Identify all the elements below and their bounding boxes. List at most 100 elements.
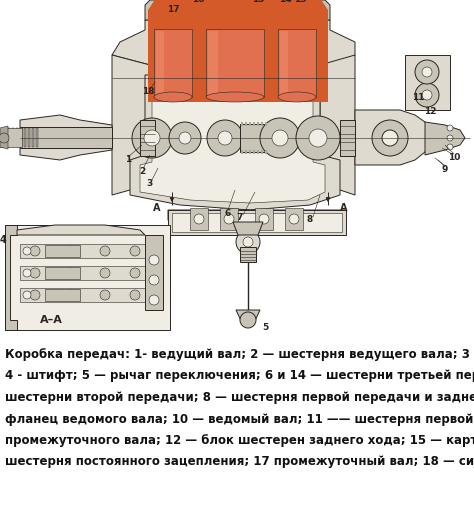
Circle shape [23, 291, 31, 299]
Polygon shape [112, 20, 355, 72]
Circle shape [65, 290, 75, 300]
Bar [249, 150, 251, 154]
Bar [36, 128, 38, 147]
Text: 18: 18 [142, 87, 154, 96]
Circle shape [194, 214, 204, 224]
Text: 16: 16 [192, 0, 204, 5]
Polygon shape [168, 210, 345, 228]
Bar [340, 120, 355, 156]
Bar [261, 150, 263, 154]
Bar [20, 244, 157, 258]
Bar [20, 128, 22, 147]
Bar [405, 55, 450, 110]
Text: 3: 3 [147, 178, 153, 187]
Circle shape [169, 122, 201, 154]
Bar [32, 128, 34, 147]
Polygon shape [112, 55, 150, 195]
Bar [265, 150, 267, 154]
Bar [0, 128, 22, 147]
Text: 8: 8 [307, 215, 313, 224]
Circle shape [415, 83, 439, 107]
Bar [278, 29, 316, 97]
Circle shape [218, 131, 232, 145]
Polygon shape [140, 82, 325, 203]
Polygon shape [145, 0, 330, 20]
Bar [261, 122, 263, 126]
Circle shape [23, 247, 31, 255]
Circle shape [100, 268, 110, 278]
Text: 1: 1 [125, 156, 131, 165]
Text: 11: 11 [412, 94, 424, 103]
Circle shape [0, 133, 9, 143]
Circle shape [447, 125, 453, 131]
Bar [45, 245, 80, 257]
Text: 13: 13 [294, 0, 306, 5]
Circle shape [149, 255, 159, 265]
Circle shape [30, 268, 40, 278]
Bar [28, 128, 30, 147]
Circle shape [289, 214, 299, 224]
Bar [20, 127, 112, 148]
Bar [20, 288, 157, 302]
Text: промежуточного вала; 12 — блок шестерен заднего хода; 15 — картер; 16—: промежуточного вала; 12 — блок шестерен … [5, 434, 474, 447]
Bar [16, 128, 18, 147]
Circle shape [415, 60, 439, 84]
Circle shape [372, 120, 408, 156]
Bar [140, 120, 155, 156]
Bar [220, 208, 238, 230]
Bar [257, 150, 259, 154]
Circle shape [422, 90, 432, 100]
Polygon shape [355, 110, 430, 165]
Circle shape [65, 268, 75, 278]
Text: 6: 6 [225, 208, 231, 217]
Circle shape [259, 214, 269, 224]
Ellipse shape [154, 92, 192, 102]
Circle shape [382, 130, 398, 146]
Circle shape [130, 246, 140, 256]
Text: 12: 12 [424, 107, 436, 116]
Circle shape [132, 118, 172, 158]
Text: 5: 5 [262, 324, 268, 333]
Polygon shape [148, 0, 328, 10]
Text: 14: 14 [279, 0, 292, 5]
Bar [5, 225, 170, 330]
Polygon shape [0, 126, 8, 149]
Bar [190, 208, 208, 230]
Circle shape [260, 118, 300, 158]
Circle shape [309, 129, 327, 147]
Text: 17: 17 [167, 5, 179, 14]
Bar [156, 31, 164, 95]
Text: 2: 2 [139, 168, 145, 177]
Bar [208, 31, 218, 95]
Circle shape [243, 237, 253, 247]
Bar [24, 128, 26, 147]
Bar [245, 150, 247, 154]
Bar [265, 122, 267, 126]
Text: Коробка передач: 1- ведущий вал; 2 — шестерня ведущего вала; 3 — фиксатор;: Коробка передач: 1- ведущий вал; 2 — шес… [5, 348, 474, 361]
Bar [8, 128, 10, 147]
Circle shape [272, 130, 288, 146]
Bar [148, 10, 328, 102]
Circle shape [240, 312, 256, 328]
Bar [45, 267, 80, 279]
Circle shape [23, 269, 31, 277]
Circle shape [179, 132, 191, 144]
Bar [240, 124, 270, 152]
Bar [240, 247, 256, 262]
Circle shape [149, 295, 159, 305]
Text: 7: 7 [237, 214, 243, 223]
Circle shape [447, 135, 453, 141]
Bar [168, 210, 346, 235]
Ellipse shape [278, 92, 316, 102]
Bar [245, 122, 247, 126]
Circle shape [149, 275, 159, 285]
Bar [285, 208, 303, 230]
Circle shape [30, 290, 40, 300]
Bar [257, 122, 259, 126]
Text: 4 - штифт; 5 — рычаг переключения; 6 и 14 — шестерни третьей передачи; 7 и 13: 4 - штифт; 5 — рычаг переключения; 6 и 1… [5, 369, 474, 382]
Text: А–А: А–А [40, 315, 63, 325]
Text: А: А [340, 203, 347, 213]
Bar [241, 122, 243, 126]
Circle shape [30, 246, 40, 256]
Polygon shape [17, 225, 145, 235]
